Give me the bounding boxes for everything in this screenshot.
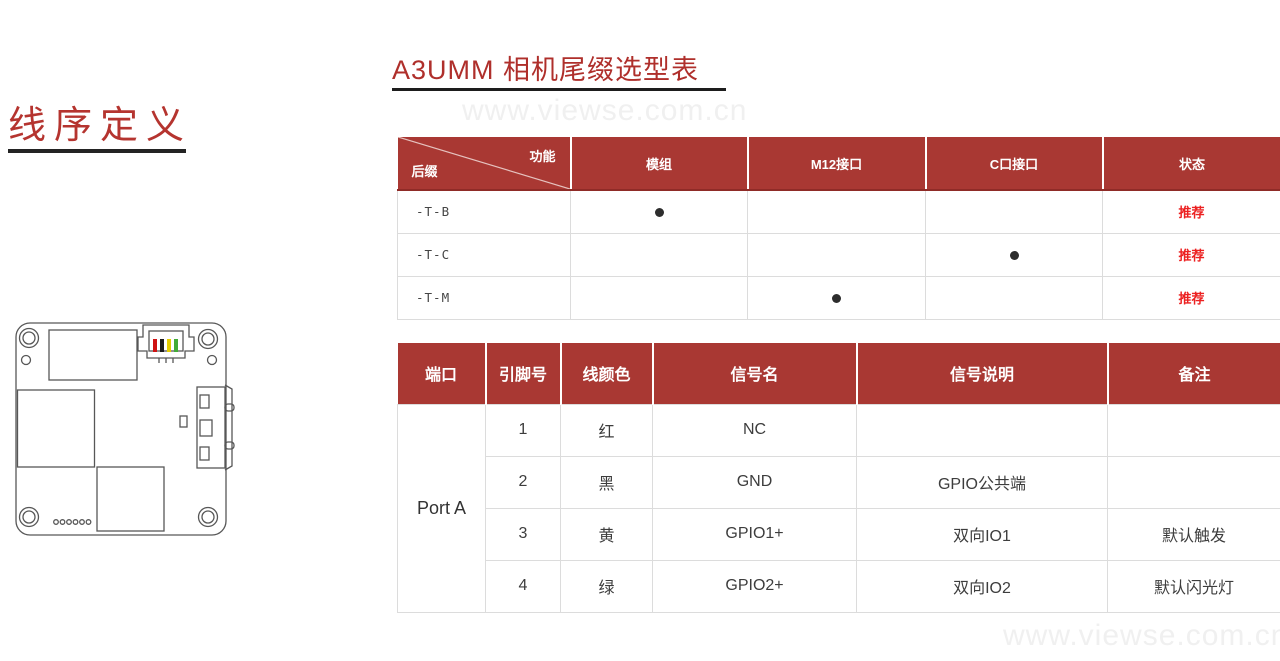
watermark-bottom: www.viewse.com.cn [1003,619,1280,652]
suffix-selection-table: 功能 后缀 模组 M12接口 C口接口 状态 -T-B 推荐 -T-C [397,137,1280,320]
pin-cell: 3 [485,507,561,561]
m12-cell [747,275,926,320]
wire-black [160,339,164,352]
wire-yellow [167,339,171,352]
corner-label-suffix: 后缀 [411,164,438,179]
module-cell [570,275,748,320]
pinout-table: 端口 引脚号 线颜色 信号名 信号说明 备注 Port A 1 红 NC 2 黑… [397,343,1280,613]
port-cell: Port A [397,403,486,613]
suffix-table-header-row: 功能 后缀 模组 M12接口 C口接口 状态 [397,137,1280,191]
corner-label-function: 功能 [529,149,556,164]
status-badge: 推荐 [1102,189,1280,234]
page-title: 线序定义 [8,105,193,147]
table-row: Port A 1 红 NC [397,403,1280,613]
cmount-cell [925,275,1103,320]
selection-dot [1009,251,1019,261]
pcb-wire-connector [137,324,195,363]
pinout-header-row: 端口 引脚号 线颜色 信号名 信号说明 备注 [397,343,1280,404]
m12-cell [747,232,926,277]
signal-desc-cell: GPIO公共端 [856,455,1108,509]
column-header-signal-desc: 信号说明 [855,343,1108,404]
suffix-table-title-underline [392,88,726,91]
table-row: -T-C 推荐 [397,232,1280,277]
pin-cell: 4 [485,559,561,613]
wire-green [174,339,178,352]
note-cell [1107,455,1280,509]
column-header-cmount: C口接口 [924,137,1103,191]
suffix-cell: -T-B [397,189,571,234]
pin-cell: 2 [485,455,561,509]
note-cell: 默认触发 [1107,507,1280,561]
note-cell: 默认闪光灯 [1107,559,1280,613]
signal-cell: GPIO1+ [652,507,857,561]
suffix-table-title: A3UMM 相机尾缀选型表 [392,55,700,85]
table-row: -T-M 推荐 [397,275,1280,320]
signal-cell: GND [652,455,857,509]
module-cell [570,189,748,234]
wire-color-cell: 黑 [560,455,653,509]
signal-desc-cell [856,403,1108,457]
column-header-m12: M12接口 [746,137,926,191]
wire-color-cell: 黄 [560,507,653,561]
wire-color-cell: 绿 [560,559,653,613]
signal-desc-cell: 双向IO1 [856,507,1108,561]
status-badge: 推荐 [1102,232,1280,277]
column-header-port: 端口 [397,343,486,404]
column-header-module: 模组 [569,137,748,191]
m12-cell [747,189,926,234]
note-cell [1107,403,1280,457]
table-row: 4 绿 GPIO2+ 双向IO2 默认闪光灯 [398,559,1280,613]
pcb-board-outline [15,322,227,536]
pin-cell: 1 [485,403,561,457]
column-header-wire-color: 线颜色 [559,343,653,404]
column-header-signal: 信号名 [651,343,857,404]
watermark-top: www.viewse.com.cn [462,94,748,127]
pcb-usb-connector [196,384,235,471]
cmount-cell [925,189,1103,234]
selection-dot [832,294,841,304]
signal-cell: GPIO2+ [652,559,857,613]
page-title-underline [8,149,186,153]
diagonal-header-cell: 功能 后缀 [397,137,571,191]
signal-cell: NC [652,403,857,457]
pcb-pad-dots [53,519,92,525]
signal-desc-cell: 双向IO2 [856,559,1108,613]
status-badge: 推荐 [1102,275,1280,320]
pcb-diagram [15,322,235,536]
table-row: 3 黄 GPIO1+ 双向IO1 默认触发 [398,507,1280,561]
table-row: 2 黑 GND GPIO公共端 [398,455,1280,509]
column-header-note: 备注 [1106,343,1280,404]
column-header-pin: 引脚号 [484,343,561,404]
diagonal-line [398,137,570,189]
selection-dot [654,208,664,218]
cmount-cell [925,232,1103,277]
suffix-cell: -T-C [397,232,571,277]
wire-red [153,339,157,352]
wire-color-cell: 红 [560,403,653,457]
module-cell [570,232,748,277]
table-row: -T-B 推荐 [397,189,1280,234]
column-header-status: 状态 [1101,137,1280,191]
suffix-cell: -T-M [397,275,571,320]
